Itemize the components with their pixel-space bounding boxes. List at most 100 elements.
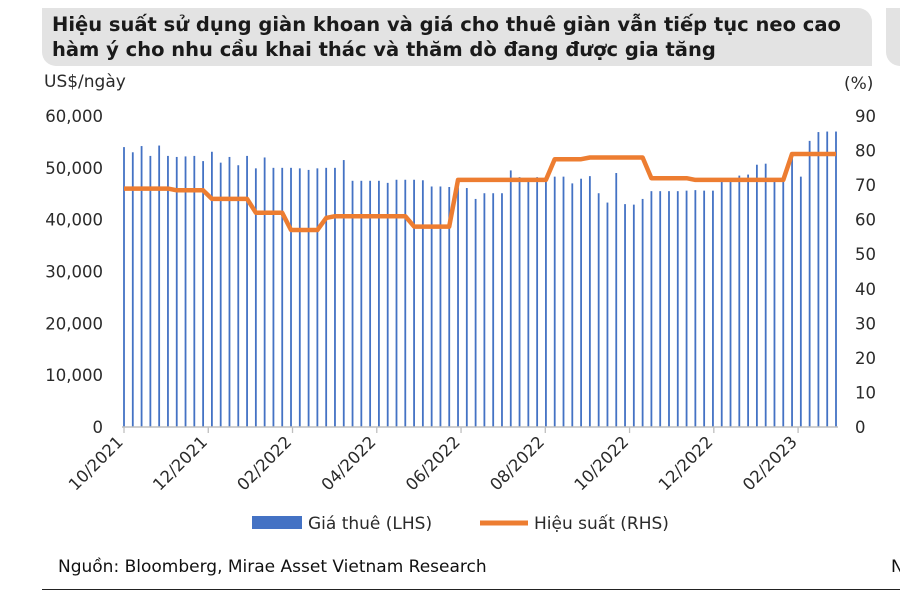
- rent-bar: [184, 156, 187, 427]
- legend-label-rent: Giá thuê (LHS): [308, 514, 432, 534]
- bottom-divider: [42, 589, 900, 590]
- rent-bar: [562, 176, 565, 427]
- left-axis-tick-label: 20,000: [45, 314, 103, 333]
- rent-bar: [237, 165, 240, 427]
- rent-bar: [246, 155, 248, 427]
- rent-bar: [641, 198, 644, 427]
- rent-bar: [650, 191, 653, 427]
- left-axis-tick-label: 0: [93, 418, 104, 437]
- rent-bar: [378, 180, 380, 427]
- right-axis-tick-label: 30: [855, 314, 876, 333]
- rent-bar: [703, 190, 706, 427]
- rent-bar: [413, 179, 415, 427]
- rent-bar: [527, 178, 530, 427]
- rent-bar: [254, 168, 257, 427]
- rent-bar: [597, 193, 600, 427]
- rent-bar: [606, 202, 609, 427]
- rent-bar: [571, 183, 574, 427]
- rent-bar: [747, 174, 749, 427]
- right-axis-tick-label: 0: [855, 418, 866, 437]
- rent-bar: [140, 146, 143, 427]
- rent-bar: [307, 169, 310, 427]
- left-axis-tick-label: 50,000: [45, 159, 103, 178]
- rent-bar: [808, 140, 811, 427]
- rent-bar: [773, 178, 776, 427]
- rent-bar: [720, 179, 723, 427]
- rent-bar: [483, 193, 486, 427]
- right-axis-tick-label: 70: [855, 176, 876, 195]
- right-axis-tick-label: 80: [855, 142, 876, 161]
- rent-bar: [325, 167, 328, 428]
- rent-bar: [193, 155, 196, 427]
- rent-bar: [712, 190, 714, 427]
- right-axis-tick-label: 90: [855, 107, 876, 126]
- chart-title-box: Hiệu suất sử dụng giàn khoan và giá cho …: [42, 8, 872, 66]
- rent-bar: [369, 180, 372, 427]
- rent-bar: [764, 163, 767, 428]
- rent-bar: [518, 177, 521, 427]
- rent-bar: [580, 178, 582, 427]
- rent-bar: [615, 173, 618, 427]
- rent-bar: [659, 191, 662, 427]
- x-axis-tick-label: 12/2021: [149, 432, 211, 494]
- rent-bar: [290, 167, 292, 428]
- rent-bar: [738, 175, 741, 427]
- rent-bar: [799, 176, 802, 427]
- left-axis-tick-label: 30,000: [45, 263, 103, 282]
- left-axis-unit: US$/ngày: [44, 72, 126, 92]
- rent-bar: [298, 168, 301, 427]
- rent-bar: [755, 164, 758, 427]
- rent-bar: [553, 176, 556, 427]
- adjacent-source-edge: N: [891, 557, 900, 577]
- right-axis-tick-label: 10: [855, 383, 876, 402]
- x-axis-tick-label: 08/2022: [486, 432, 548, 494]
- rent-bar: [676, 191, 679, 427]
- rent-bar: [404, 179, 407, 427]
- rent-bar: [263, 157, 266, 427]
- rent-bar: [492, 193, 495, 427]
- rent-bar: [624, 204, 626, 427]
- rent-bar: [342, 160, 345, 427]
- right-axis-tick-label: 60: [855, 211, 876, 230]
- rent-bar: [536, 177, 539, 427]
- chart-title-line-2: hàm ý cho nhu cầu khai thác và thăm dò đ…: [52, 38, 716, 61]
- rent-bar: [316, 168, 319, 427]
- x-axis-tick-label: 10/2021: [65, 432, 127, 494]
- rent-bar: [632, 204, 635, 427]
- rent-bar: [175, 156, 178, 427]
- rent-bar: [158, 145, 161, 428]
- rent-bar: [439, 186, 442, 427]
- rent-bar: [668, 191, 670, 427]
- rent-bar: [351, 180, 354, 427]
- rent-bar: [219, 162, 222, 427]
- rent-bar: [131, 152, 134, 428]
- rent-bar: [826, 131, 829, 428]
- right-axis-tick-label: 40: [855, 280, 876, 299]
- source-note: Nguồn: Bloomberg, Mirae Asset Vietnam Re…: [58, 557, 487, 577]
- rent-bar: [729, 178, 732, 427]
- x-axis-tick-label: 02/2022: [233, 432, 295, 494]
- rent-bar: [281, 167, 284, 428]
- right-axis-tick-label: 20: [855, 349, 876, 368]
- left-axis-tick-label: 40,000: [45, 211, 103, 230]
- legend-label-utilization: Hiệu suất (RHS): [534, 513, 669, 534]
- left-axis-tick-label: 10,000: [45, 366, 103, 385]
- rent-bar: [334, 167, 336, 428]
- x-axis-tick-label: 04/2022: [318, 432, 380, 494]
- rent-bar: [694, 190, 697, 427]
- x-axis-tick-label: 12/2022: [655, 432, 717, 494]
- adjacent-panel-edge: [886, 8, 900, 66]
- legend-swatch-rent: [252, 516, 302, 529]
- x-axis-tick-label: 10/2022: [570, 432, 632, 494]
- rent-bar: [545, 176, 547, 427]
- rent-bar: [457, 187, 459, 427]
- rent-bar: [167, 155, 169, 427]
- rent-bar: [395, 179, 398, 427]
- rent-bar: [835, 131, 837, 428]
- rent-bar: [474, 198, 477, 427]
- rent-bar: [149, 155, 152, 427]
- rent-bar: [211, 151, 213, 427]
- rent-bar: [386, 182, 389, 427]
- utilization-line: [124, 151, 836, 233]
- rent-bar: [448, 187, 451, 427]
